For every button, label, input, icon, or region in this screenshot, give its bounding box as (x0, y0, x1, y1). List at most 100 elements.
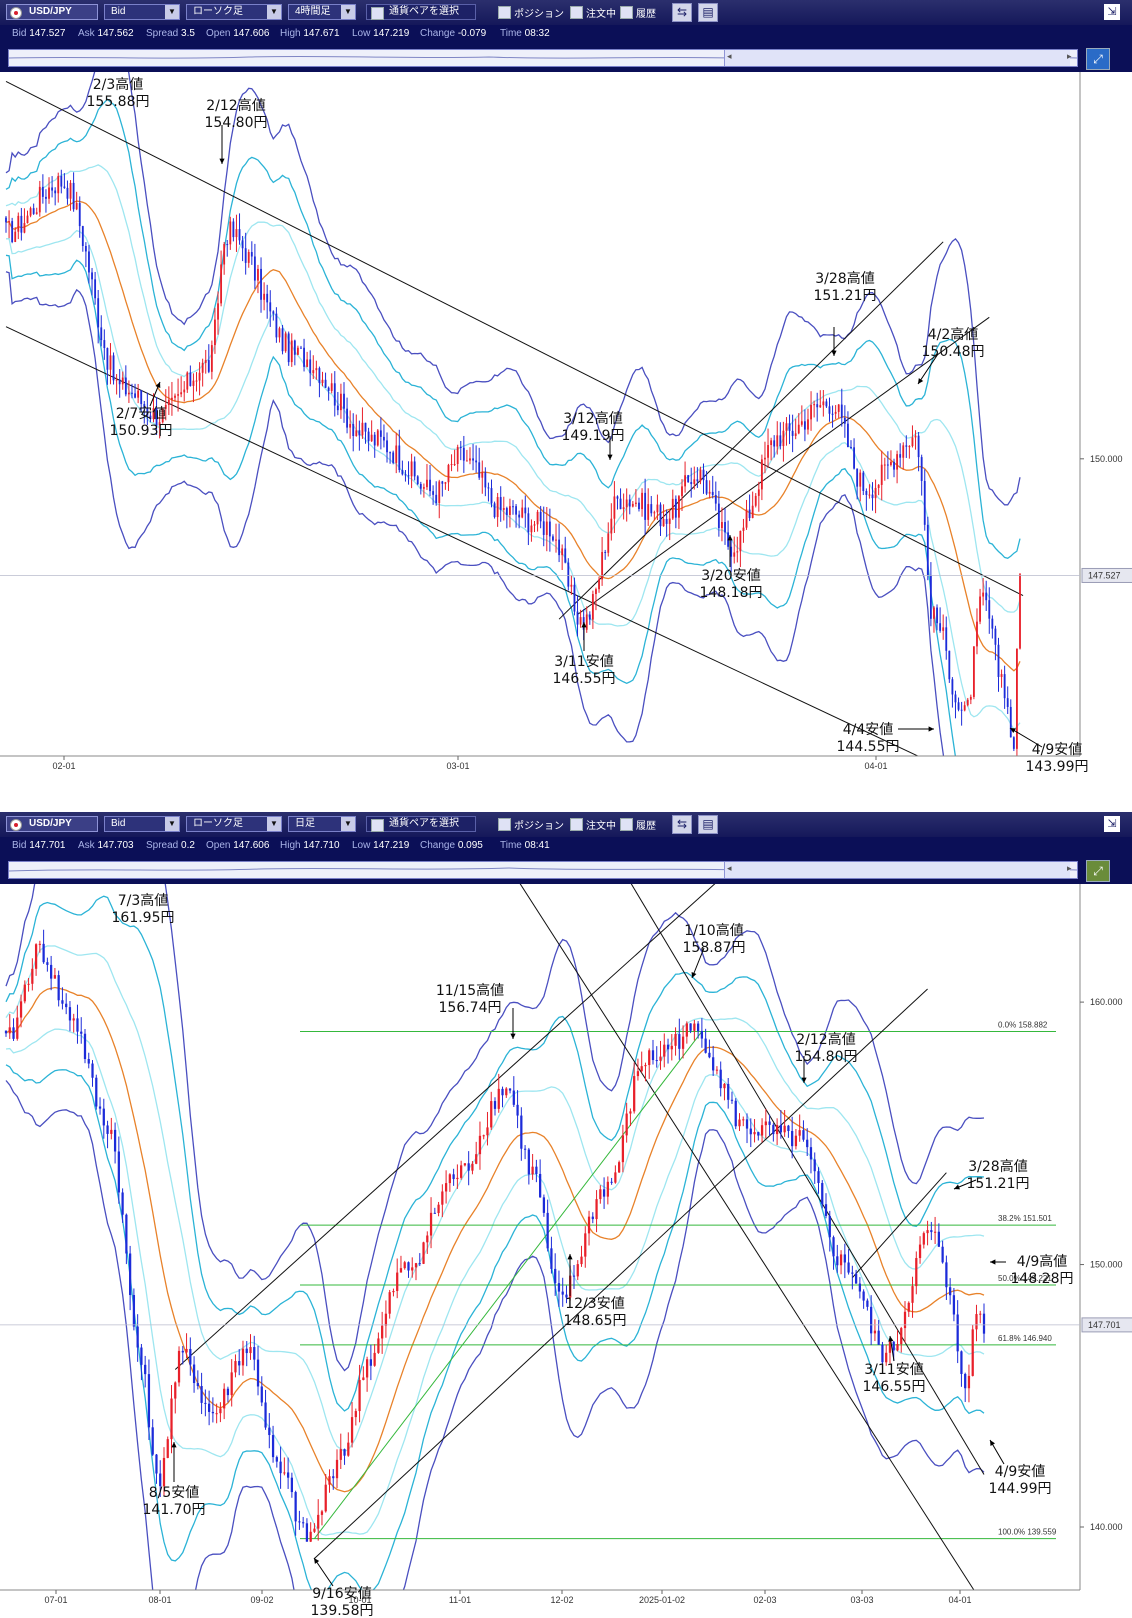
candle-body (318, 368, 321, 384)
scroll-right-icon[interactable]: ▸ (1067, 863, 1072, 873)
annotation-price-label: 156.74円 (439, 1000, 502, 1016)
candle-body (196, 1383, 199, 1386)
chart-type-select[interactable]: ローソク足 ▼ (186, 816, 282, 832)
expand-icon[interactable]: ⤢ (1086, 48, 1110, 70)
candle-body (533, 524, 536, 526)
orders-checkbox[interactable] (570, 818, 583, 831)
range-scrollbar[interactable]: ◂ ▸ (8, 861, 1078, 879)
candle-body (907, 1302, 910, 1312)
scroll-right-icon[interactable]: ▸ (1067, 51, 1072, 61)
timeframe-select[interactable]: 日足 ▼ (288, 816, 356, 832)
candle-body (215, 1413, 218, 1415)
symbol-select[interactable]: USD/JPY (6, 816, 98, 832)
candle-body (34, 944, 38, 969)
annotation-date-label: 3/20安値 (701, 568, 760, 584)
position-label: ポジション (514, 821, 564, 832)
y-tick-label: 160.000 (1090, 997, 1123, 1007)
orders-checkbox[interactable] (570, 6, 583, 19)
pair-select-checkbox[interactable] (371, 7, 384, 20)
pair-select-checkbox[interactable] (371, 819, 384, 832)
candle-body (250, 252, 253, 257)
candle-body (189, 372, 192, 386)
candle-body (78, 203, 81, 227)
range-thumb[interactable] (724, 50, 1070, 66)
pair-select-button[interactable]: 通貨ペアを選択 (366, 816, 476, 832)
candle-body (685, 1023, 688, 1037)
chart-settings-icon[interactable]: ⇆ (672, 3, 692, 22)
bollinger-band-2-upper (5, 98, 1021, 560)
candle-body (539, 511, 542, 522)
candle-body (956, 1314, 959, 1352)
pair-select-button[interactable]: 通貨ペアを選択 (366, 4, 476, 20)
candle-body (110, 1129, 113, 1134)
annotation-arrow-head (990, 1259, 996, 1265)
candle-body (536, 511, 539, 525)
range-scrollbar[interactable]: ◂ ▸ (8, 49, 1078, 67)
candle-body (346, 408, 348, 428)
candle-body (57, 176, 60, 194)
close-icon[interactable]: ⇲ (1104, 4, 1120, 20)
candle-body (472, 458, 474, 461)
layout-icon[interactable]: ▤ (698, 815, 718, 834)
candle-body (333, 383, 336, 406)
candle-body (129, 1253, 132, 1296)
chart-panel-4h: USD/JPY Bid ▼ ローソク足 ▼ 4時間足 ▼ 通貨ペアを選択 ポジシ… (0, 0, 1132, 784)
candle-body (991, 618, 994, 629)
position-checkbox[interactable] (498, 6, 511, 19)
candle-body (5, 217, 7, 223)
candle-body (702, 469, 705, 481)
annotation-price-label: 158.87円 (683, 940, 746, 956)
candle-body (204, 360, 207, 363)
timeframe-select[interactable]: 4時間足 ▼ (288, 4, 356, 20)
candle-body (853, 447, 855, 469)
scroll-left-icon[interactable]: ◂ (727, 51, 732, 61)
candle-body (32, 208, 35, 214)
annotation-price-label: 143.99円 (1026, 759, 1089, 775)
expand-icon[interactable]: ⤢ (1086, 860, 1110, 882)
candle-body (806, 1139, 809, 1148)
candle-body (103, 340, 106, 349)
scroll-left-icon[interactable]: ◂ (727, 863, 732, 873)
position-checkbox[interactable] (498, 818, 511, 831)
candle-body (486, 1127, 489, 1136)
candle-body (979, 596, 981, 622)
symbol-select[interactable]: USD/JPY (6, 4, 98, 20)
candle-body (317, 1514, 320, 1529)
candle-body (840, 404, 843, 418)
candle-body (435, 494, 438, 503)
annotation-date-label: 3/28高値 (815, 270, 874, 287)
annotation-price-label: 154.80円 (205, 115, 268, 131)
bollinger-band-2-lower (5, 1064, 985, 1600)
candle-body (217, 303, 219, 320)
candle-body (51, 187, 54, 191)
range-thumb[interactable] (724, 862, 1070, 878)
candle-body (260, 268, 262, 300)
change-value: -0.079 (457, 28, 487, 39)
candle-body (542, 521, 545, 535)
price-side-select[interactable]: Bid ▼ (104, 816, 180, 832)
price-side-select[interactable]: Bid ▼ (104, 4, 180, 20)
chart-type-select[interactable]: ローソク足 ▼ (186, 4, 282, 20)
candle-body (328, 1476, 331, 1485)
candle-body (180, 392, 183, 395)
history-label: 履歴 (636, 9, 656, 20)
candle-body (373, 434, 376, 446)
candlestick-chart-daily[interactable]: 0.0% 158.882 38.2% 151.501 50.0% 149.221 61… (0, 884, 1132, 1618)
candle-body (309, 1531, 312, 1542)
history-checkbox[interactable] (620, 6, 633, 19)
layout-icon[interactable]: ▤ (698, 3, 718, 22)
candle-body (997, 644, 1000, 677)
annotation-date-label: 2/7安値 (116, 406, 167, 422)
candle-body (591, 594, 594, 620)
candle-body (552, 536, 554, 541)
annotation-date-label: 4/9高値 (1017, 1253, 1068, 1270)
candle-body (339, 1449, 342, 1460)
candlestick-chart-4h[interactable]: 150.000 147.527 02-01 03-01 04-01 2/3高値155.88… (0, 72, 1132, 784)
candle-body (828, 1215, 831, 1238)
history-checkbox[interactable] (620, 818, 633, 831)
candle-body (300, 347, 302, 349)
close-icon[interactable]: ⇲ (1104, 816, 1120, 832)
candle-body (665, 518, 668, 524)
chart-settings-icon[interactable]: ⇆ (672, 815, 692, 834)
open-value: 147.606 (233, 840, 270, 851)
